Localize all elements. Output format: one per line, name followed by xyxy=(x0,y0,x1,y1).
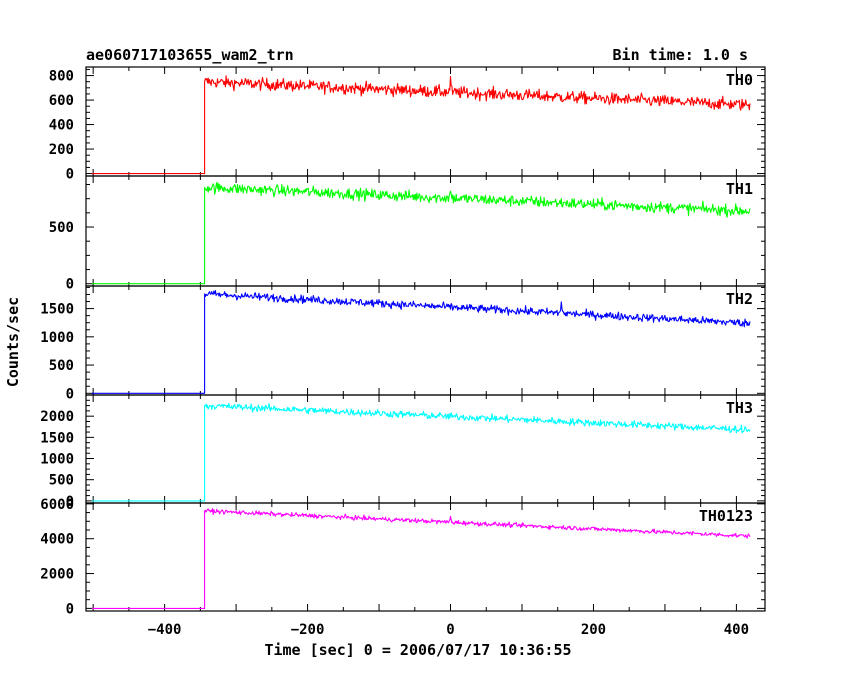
panel-frame xyxy=(85,175,766,287)
series-line-th1 xyxy=(91,181,751,285)
y-tick-label: 0 xyxy=(66,494,74,510)
y-tick-label: 1500 xyxy=(40,302,74,318)
series-line-th2 xyxy=(91,289,751,394)
y-tick-label: 2000 xyxy=(40,409,74,425)
y-tick-label: 1000 xyxy=(40,452,74,468)
y-axis-label: Counts/sec xyxy=(4,297,22,387)
series-label: TH3 xyxy=(726,399,753,417)
panel-th0: 0 200 400 600 800 TH0 xyxy=(49,66,766,183)
series-line-th3 xyxy=(91,402,751,502)
x-tick-label: −400 xyxy=(148,622,182,638)
series-line-th0123 xyxy=(91,508,751,609)
series-label: TH1 xyxy=(726,180,753,198)
bin-time-label: Bin time: 1.0 s xyxy=(613,46,748,64)
chart-title: ae060717103655_wam2_trn xyxy=(86,46,294,64)
panel-th0123: 0 2000 4000 6000 TH0123 xyxy=(40,497,766,617)
series-line-th0 xyxy=(91,75,751,175)
series-label: TH2 xyxy=(726,290,753,308)
x-tick-label: −200 xyxy=(291,622,325,638)
x-axis-label: Time [sec] 0 = 2006/07/17 10:36:55 xyxy=(264,641,571,659)
y-tick-label: 800 xyxy=(49,69,74,85)
panel-frame xyxy=(85,66,766,177)
y-tick-label: 0 xyxy=(66,167,74,183)
x-tick-label: 200 xyxy=(581,622,606,638)
y-tick-label: 2000 xyxy=(40,567,74,583)
panel-frame xyxy=(85,285,766,396)
y-tick-label: 500 xyxy=(49,220,74,236)
y-tick-label: 600 xyxy=(49,93,74,109)
panel-frame xyxy=(85,502,766,612)
y-tick-label: 500 xyxy=(49,473,74,489)
x-tick-label: 0 xyxy=(446,622,454,638)
y-tick-label: 0 xyxy=(66,386,74,402)
y-tick-label: 0 xyxy=(66,601,74,617)
y-tick-label: 500 xyxy=(49,358,74,374)
panel-th1: 0 500 TH1 xyxy=(49,175,766,293)
panel-frame xyxy=(85,394,766,504)
panel-th2: 0 500 1000 1500 TH2 xyxy=(40,285,766,402)
series-label: TH0123 xyxy=(699,507,753,525)
panel-th3: 0 500 1000 1500 2000 TH3 xyxy=(40,394,766,510)
x-tick-label: 400 xyxy=(724,622,749,638)
y-tick-label: 4000 xyxy=(40,532,74,548)
y-tick-label: 400 xyxy=(49,118,74,134)
y-tick-label: 1500 xyxy=(40,430,74,446)
series-label: TH0 xyxy=(726,71,753,89)
y-tick-label: 6000 xyxy=(40,497,74,513)
y-tick-label: 1000 xyxy=(40,330,74,346)
y-tick-label: 0 xyxy=(66,277,74,293)
y-tick-label: 200 xyxy=(49,142,74,158)
